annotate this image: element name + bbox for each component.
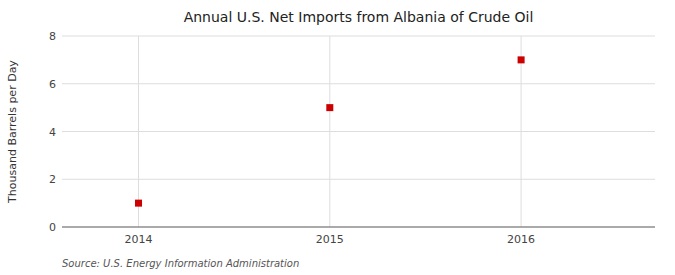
chart-svg: 2014 2015 2016 0 2 4 6 8 Annual U.S. Net Imports… <box>0 0 675 275</box>
x-axis-line <box>62 227 655 228</box>
y-tick-label: 0 <box>49 221 56 234</box>
source-note: Source: U.S. Energy Information Administ… <box>62 258 299 269</box>
points <box>135 56 525 206</box>
y-axis-label: Thousand Barrels per Day <box>6 60 19 204</box>
grid <box>62 36 655 227</box>
point <box>326 104 333 111</box>
y-tick-label: 8 <box>49 30 56 43</box>
point <box>135 200 142 207</box>
y-grid-line <box>62 83 655 84</box>
point <box>518 56 525 63</box>
x-grid-line <box>329 36 330 227</box>
x-grid-line <box>138 36 139 227</box>
y-grid-line <box>62 179 655 180</box>
y-grid-line <box>62 131 655 132</box>
y-tick-label: 4 <box>49 126 56 139</box>
x-grid-line <box>521 36 522 227</box>
title: Annual U.S. Net Imports from Albania of … <box>184 9 534 25</box>
y-tick-label: 6 <box>49 78 56 91</box>
y-grid-line <box>62 36 655 37</box>
y-tick-label: 2 <box>49 173 56 186</box>
x-tick-label: 2014 <box>125 233 153 246</box>
axes: 2014 2015 2016 0 2 4 6 8 <box>49 30 535 246</box>
x-tick-label: 2016 <box>507 233 535 246</box>
x-tick-label: 2015 <box>316 233 344 246</box>
chart-container: 2014 2015 2016 0 2 4 6 8 Annual U.S. Net Imports… <box>0 0 675 275</box>
y-grid-line <box>62 227 655 228</box>
